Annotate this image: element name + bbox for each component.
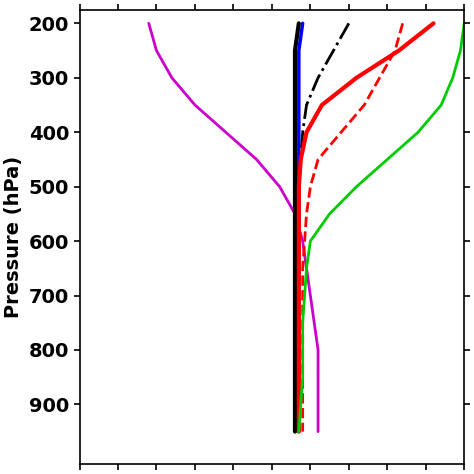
Y-axis label: Pressure (hPa): Pressure (hPa) (4, 156, 23, 318)
